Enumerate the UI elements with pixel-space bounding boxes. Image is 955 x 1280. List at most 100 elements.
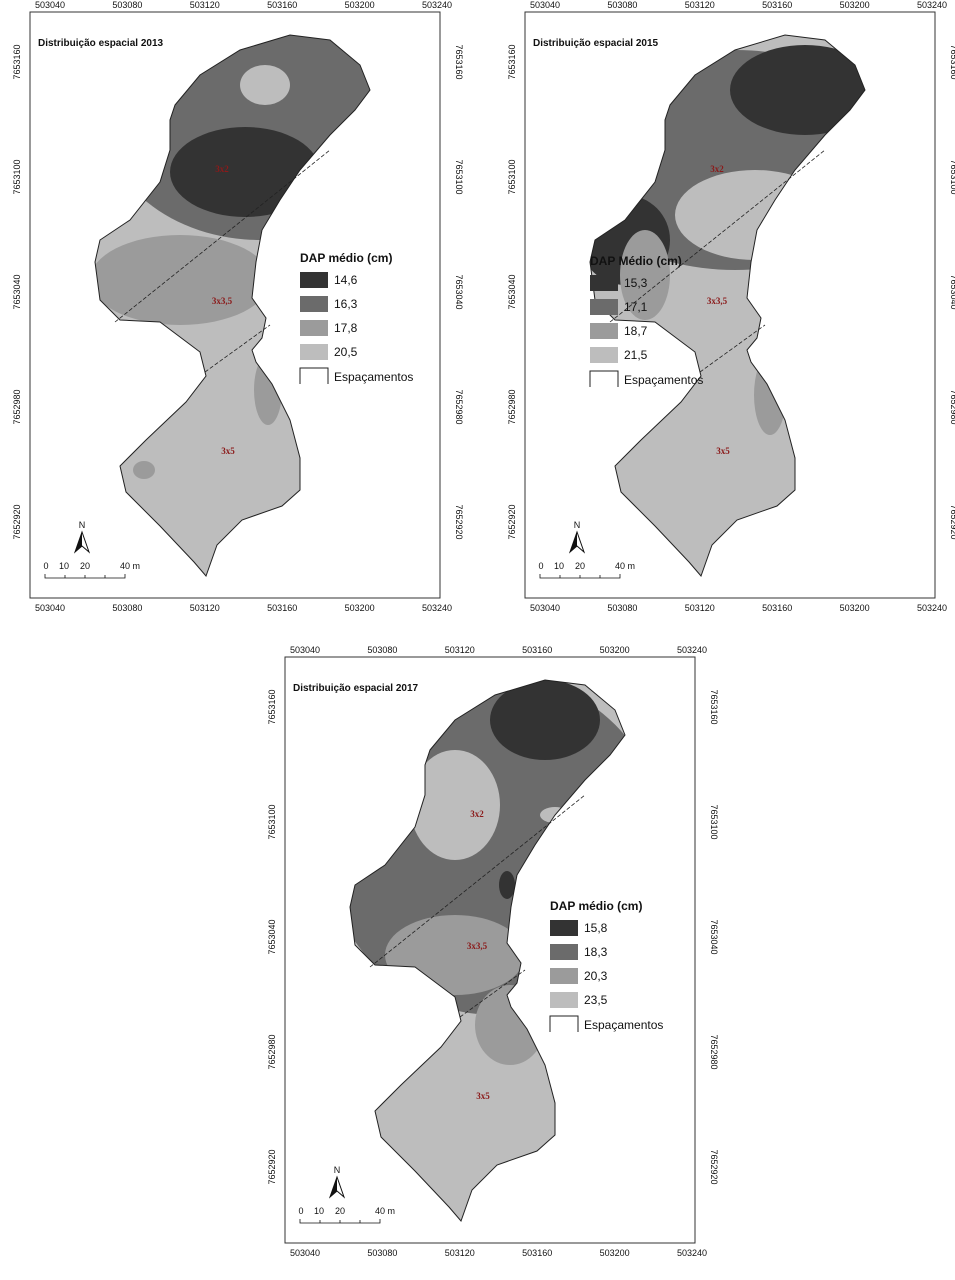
x-tick-label: 503040 (530, 603, 560, 613)
zone-label: 3x2 (710, 164, 724, 174)
zone-label: 3x3,5 (212, 296, 233, 306)
x-tick-label: 503160 (522, 1248, 552, 1258)
x-tick-label: 503200 (840, 603, 870, 613)
scale-label: 0 (43, 561, 48, 571)
x-tick-label: 503080 (367, 1248, 397, 1258)
legend-title: DAP médio (cm) (550, 899, 642, 913)
y-tick-label: 7652980 (709, 1034, 719, 1069)
x-tick-label: 503240 (917, 0, 947, 10)
map-title: Distribuição espacial 2017 (293, 683, 419, 694)
scale-label: 20 (575, 561, 585, 571)
x-tick-label: 503120 (685, 603, 715, 613)
legend-label: Espaçamentos (334, 370, 413, 384)
x-tick-label: 503200 (600, 1248, 630, 1258)
north-label: N (334, 1165, 341, 1175)
y-tick-label: 7653160 (267, 689, 277, 724)
x-tick-label: 503160 (267, 0, 297, 10)
scale-label: 20 (335, 1206, 345, 1216)
zone-class (133, 461, 155, 479)
x-tick-label: 503080 (112, 0, 142, 10)
legend-swatch (550, 968, 578, 984)
x-tick-label: 503040 (290, 645, 320, 655)
legend-label: 21,5 (624, 348, 648, 362)
legend-swatch (590, 299, 618, 315)
scale-label: 0 (298, 1206, 303, 1216)
legend-label: 18,3 (584, 945, 608, 959)
scale-label: 40 m (375, 1206, 395, 1216)
legend-label: Espaçamentos (584, 1018, 663, 1032)
y-tick-label: 7652920 (267, 1149, 277, 1184)
north-label: N (79, 520, 86, 530)
legend-swatch (300, 344, 328, 360)
x-tick-label: 503240 (422, 0, 452, 10)
y-tick-label: 7652920 (949, 504, 955, 539)
zone-label: 3x5 (221, 446, 235, 456)
legend-swatch (550, 920, 578, 936)
y-tick-label: 7652980 (12, 389, 22, 424)
legend-swatch (300, 296, 328, 312)
x-tick-label: 503080 (607, 603, 637, 613)
legend-label: 23,5 (584, 993, 608, 1007)
map-panel: Distribuição espacial 20173x23x3,53x5503… (267, 645, 719, 1258)
x-tick-label: 503040 (290, 1248, 320, 1258)
x-tick-label: 503080 (112, 603, 142, 613)
zone-label: 3x5 (476, 1091, 490, 1101)
x-tick-label: 503160 (762, 603, 792, 613)
y-tick-label: 7653100 (709, 804, 719, 839)
y-tick-label: 7652920 (454, 504, 464, 539)
y-tick-label: 7653100 (949, 159, 955, 194)
legend-label: 14,6 (334, 273, 358, 287)
y-tick-label: 7652980 (267, 1034, 277, 1069)
y-tick-label: 7653040 (507, 274, 517, 309)
x-tick-label: 503120 (190, 0, 220, 10)
figure: Distribuição espacial 2013 3x2 3x3,5 3x5 503… (0, 0, 955, 1275)
x-tick-label: 503120 (445, 1248, 475, 1258)
x-tick-label: 503120 (445, 645, 475, 655)
y-tick-label: 7653040 (454, 274, 464, 309)
x-tick-label: 503040 (35, 603, 65, 613)
zone-label: 3x5 (716, 446, 730, 456)
y-tick-label: 7653040 (949, 274, 955, 309)
legend-label: 15,8 (584, 921, 608, 935)
y-tick-label: 7653160 (709, 689, 719, 724)
zone-class (499, 871, 515, 899)
x-tick-label: 503200 (345, 603, 375, 613)
x-tick-label: 503160 (762, 0, 792, 10)
legend-swatch (300, 320, 328, 336)
legend-swatch (300, 272, 328, 288)
x-tick-label: 503160 (267, 603, 297, 613)
x-tick-label: 503120 (685, 0, 715, 10)
legend-swatch (590, 323, 618, 339)
y-tick-label: 7652920 (709, 1149, 719, 1184)
north-label: N (574, 520, 581, 530)
x-tick-label: 503080 (607, 0, 637, 10)
y-tick-label: 7653100 (454, 159, 464, 194)
scale-label: 10 (314, 1206, 324, 1216)
legend-title: DAP médio (cm) (300, 251, 392, 265)
x-tick-label: 503240 (917, 603, 947, 613)
legend-swatch (590, 275, 618, 291)
legend-label: 15,3 (624, 276, 648, 290)
zone-label: 3x3,5 (467, 941, 488, 951)
x-tick-label: 503200 (600, 645, 630, 655)
legend-label: Espaçamentos (624, 373, 703, 387)
y-tick-label: 7653040 (267, 919, 277, 954)
y-tick-label: 7652980 (454, 389, 464, 424)
y-tick-label: 7652980 (507, 389, 517, 424)
x-tick-label: 503040 (35, 0, 65, 10)
scale-label: 20 (80, 561, 90, 571)
x-tick-label: 503240 (677, 645, 707, 655)
zone-label: 3x2 (215, 164, 229, 174)
map-title: Distribuição espacial 2013 (38, 38, 164, 49)
map-panel: Distribuição espacial 2013 3x2 3x3,5 3x5 503… (12, 0, 464, 613)
y-tick-label: 7653100 (12, 159, 22, 194)
map-title: Distribuição espacial 2015 (533, 38, 659, 49)
x-tick-label: 503240 (422, 603, 452, 613)
scale-label: 40 m (615, 561, 635, 571)
legend-label: 20,3 (584, 969, 608, 983)
x-tick-label: 503080 (367, 645, 397, 655)
scale-label: 0 (538, 561, 543, 571)
x-tick-label: 503120 (190, 603, 220, 613)
y-tick-label: 7653160 (507, 44, 517, 79)
x-tick-label: 503240 (677, 1248, 707, 1258)
